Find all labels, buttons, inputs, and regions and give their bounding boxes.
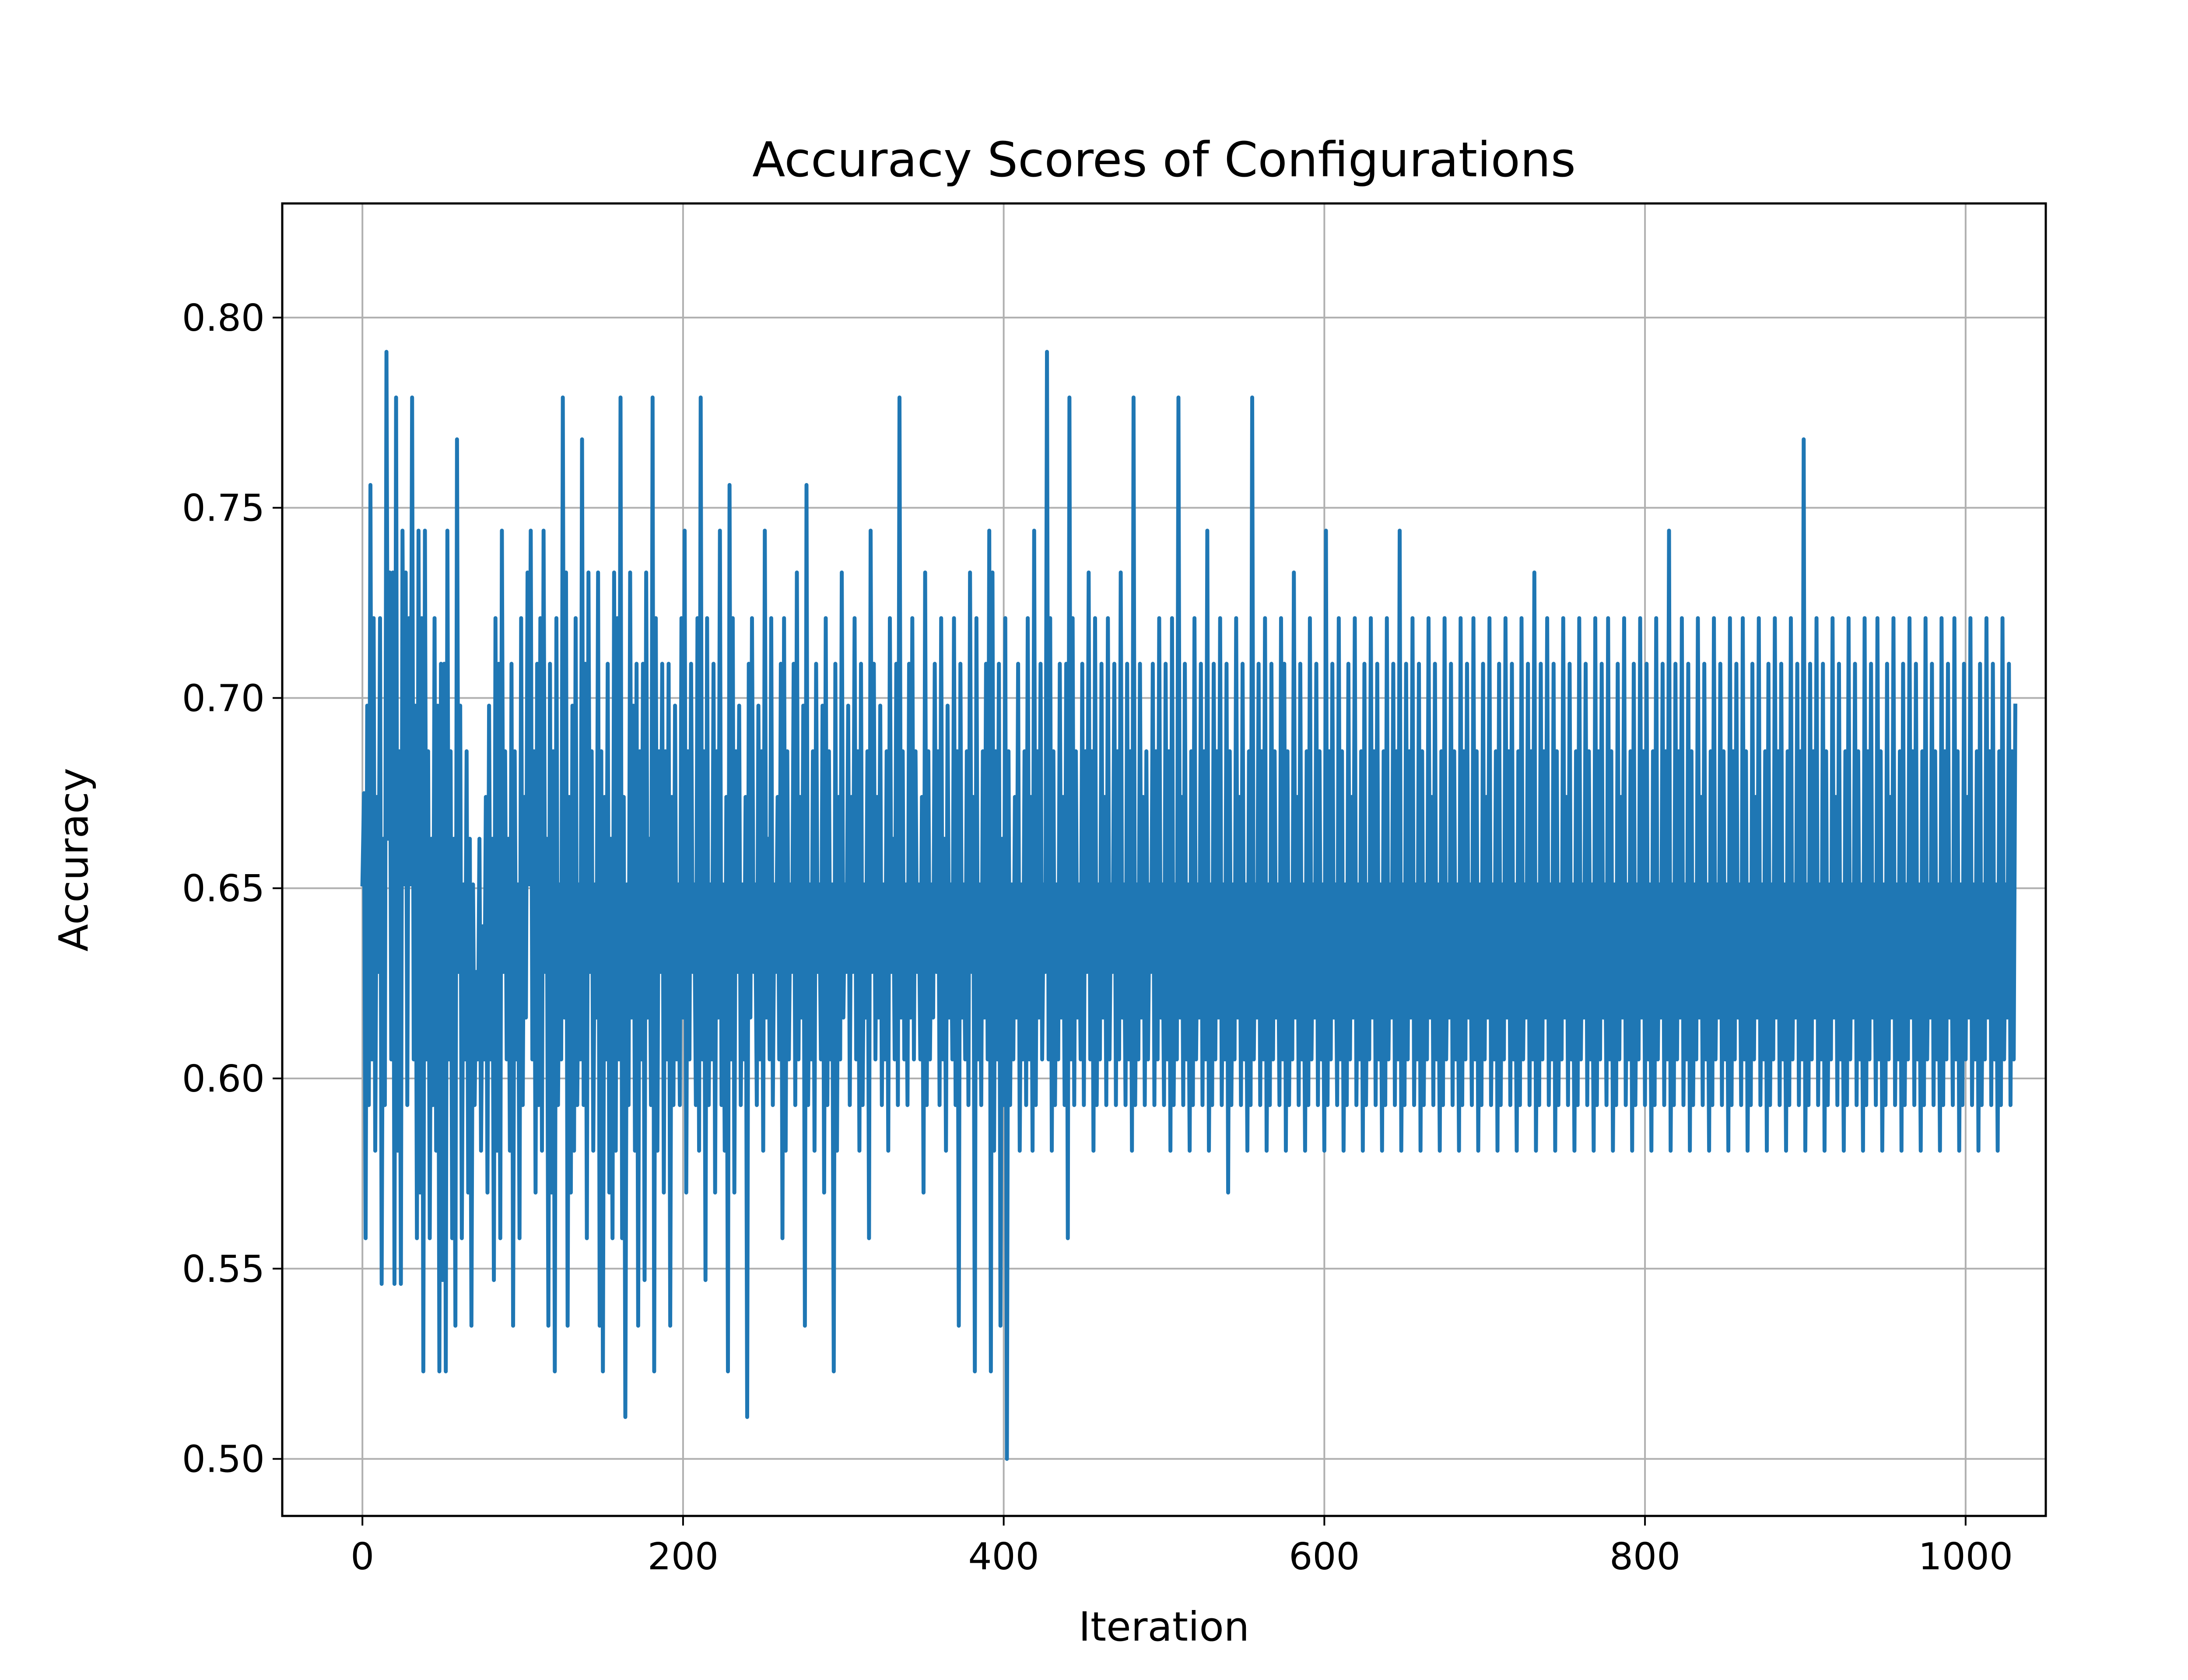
x-tick-label: 800 <box>1609 1535 1680 1578</box>
x-tick-label: 600 <box>1289 1535 1360 1578</box>
plot-frame <box>281 202 2047 1517</box>
chart-title: Accuracy Scores of Configurations <box>752 132 1576 188</box>
x-tick-label: 0 <box>351 1535 374 1578</box>
y-tick-label: 0.70 <box>182 677 265 720</box>
y-tick-label: 0.65 <box>182 867 265 910</box>
y-tick-label: 0.80 <box>182 297 265 340</box>
x-tick-label: 1000 <box>1918 1535 2013 1578</box>
y-tick-label: 0.50 <box>182 1438 265 1481</box>
axis-ticks: 0 200 400 600 800 1000 0.50 0.55 0.60 0.65 0.70 0.7… <box>182 297 2013 1578</box>
x-tick-label: 200 <box>648 1535 719 1578</box>
series-layer <box>360 350 2017 1461</box>
y-axis-title: Accuracy <box>50 768 97 952</box>
y-tick-label: 0.60 <box>182 1057 265 1101</box>
y-tick-label: 0.75 <box>182 487 265 530</box>
y-tick-label: 0.55 <box>182 1248 265 1291</box>
x-tick-label: 400 <box>968 1535 1039 1578</box>
x-axis-title: Iteration <box>1079 1603 1249 1650</box>
series-line-0 <box>360 350 2017 1461</box>
